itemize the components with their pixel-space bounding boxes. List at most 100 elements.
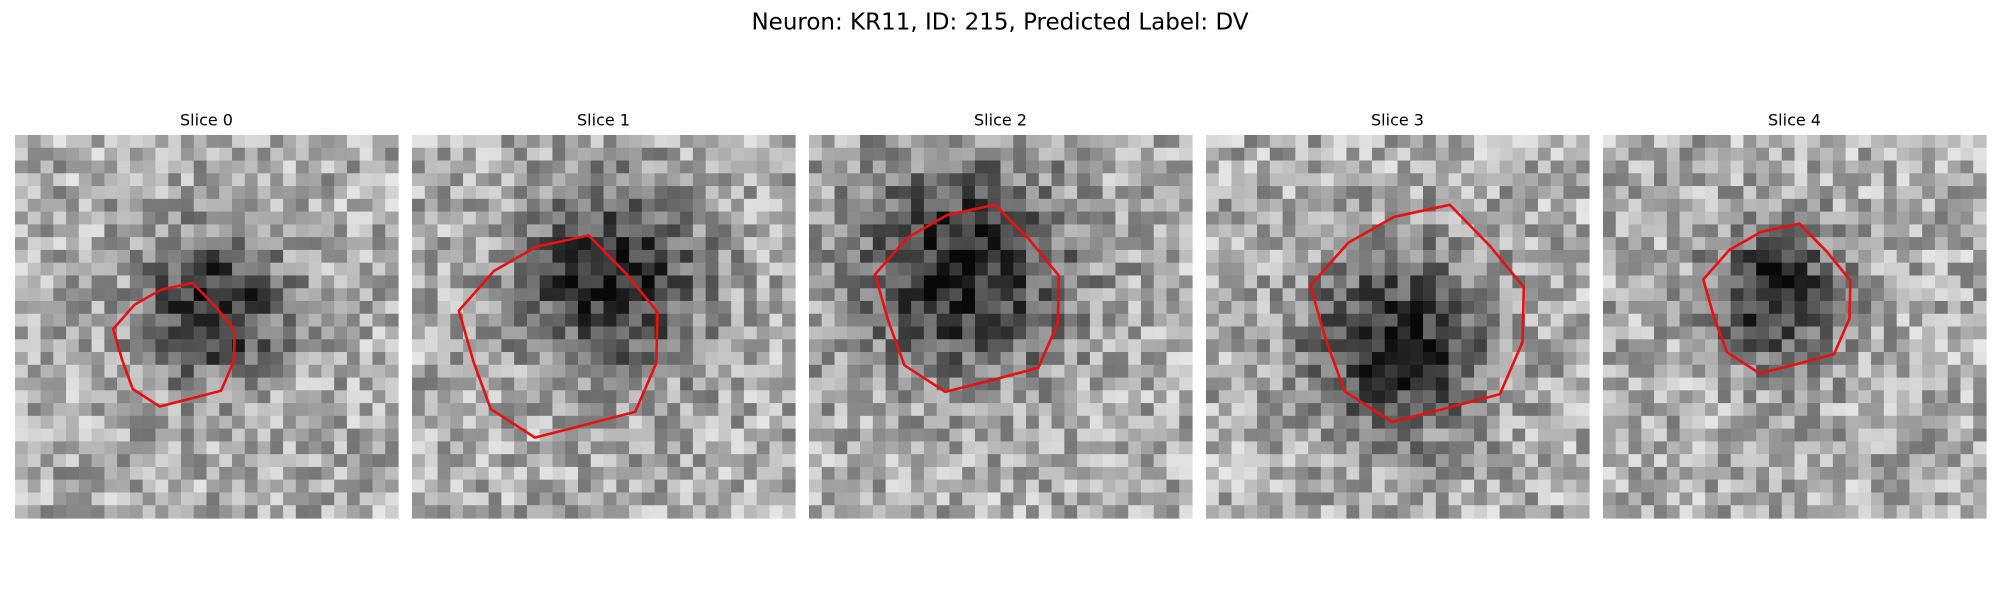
- pixel: [1576, 173, 1590, 187]
- pixel: [1206, 377, 1220, 391]
- pixel: [1883, 237, 1898, 251]
- pixel: [155, 147, 169, 162]
- pixel: [117, 211, 131, 225]
- pixel: [1743, 249, 1757, 264]
- pixel: [1346, 479, 1360, 494]
- pixel: [1257, 237, 1271, 251]
- pixel: [1858, 262, 1872, 277]
- pixel: [1153, 390, 1168, 404]
- pixel: [1820, 415, 1834, 430]
- pixel: [1922, 160, 1936, 174]
- pixel: [1461, 415, 1475, 430]
- pixel: [603, 288, 617, 302]
- pixel: [1295, 466, 1309, 481]
- pixel: [1231, 364, 1245, 379]
- pixel: [603, 377, 617, 391]
- pixel: [1166, 147, 1180, 162]
- pixel: [680, 224, 694, 238]
- pixel: [1973, 352, 1987, 366]
- pixel: [155, 415, 169, 430]
- pixel: [1486, 403, 1501, 417]
- pixel: [1550, 160, 1565, 174]
- pixel: [1102, 135, 1116, 149]
- pixel: [53, 186, 67, 200]
- pixel: [1615, 224, 1630, 238]
- pixel: [705, 505, 719, 519]
- pixel: [782, 147, 796, 162]
- pixel: [1537, 454, 1552, 468]
- pixel: [1371, 135, 1386, 149]
- pixel: [1768, 390, 1783, 404]
- pixel: [1397, 135, 1411, 149]
- pixel: [974, 288, 989, 302]
- pixel: [514, 275, 528, 289]
- pixel: [334, 313, 348, 328]
- pixel: [1756, 403, 1770, 417]
- pixel: [372, 492, 386, 506]
- pixel: [1206, 415, 1220, 430]
- pixel: [424, 505, 439, 519]
- pixel: [15, 211, 29, 225]
- pixel: [1845, 466, 1859, 481]
- pixel: [705, 390, 719, 404]
- pixel: [1257, 275, 1271, 289]
- pixel: [1179, 147, 1193, 162]
- pixel: [1679, 403, 1693, 417]
- pixel: [1038, 300, 1053, 315]
- pixel: [1077, 339, 1091, 353]
- pixel: [334, 198, 348, 213]
- pixel: [206, 249, 220, 264]
- pixel: [1960, 403, 1974, 417]
- pixel: [283, 505, 297, 519]
- pixel: [1346, 492, 1360, 506]
- pixel: [1244, 135, 1258, 149]
- pixel: [104, 441, 118, 455]
- pixel: [501, 186, 515, 200]
- pixel: [834, 135, 848, 149]
- pixel: [680, 352, 694, 366]
- pixel: [27, 262, 42, 277]
- pixel: [680, 441, 694, 455]
- pixel: [782, 428, 796, 442]
- pixel: [1320, 288, 1335, 302]
- pixel: [1423, 377, 1437, 391]
- pixel: [1615, 262, 1630, 277]
- pixel: [834, 160, 848, 174]
- pixel: [1089, 135, 1104, 149]
- pixel: [552, 479, 566, 494]
- pixel: [641, 441, 656, 455]
- pixel: [1038, 211, 1053, 225]
- pixel: [270, 492, 284, 506]
- pixel: [1435, 505, 1450, 519]
- pixel: [847, 454, 861, 468]
- pixel: [1820, 147, 1834, 162]
- pixel: [257, 147, 271, 162]
- pixel: [1166, 428, 1180, 442]
- pixel: [769, 403, 783, 417]
- pixel: [1896, 186, 1910, 200]
- pixel: [1628, 224, 1642, 238]
- pixel: [1641, 160, 1655, 174]
- pixel: [641, 454, 656, 468]
- pixel: [1717, 237, 1732, 251]
- pixel: [565, 249, 579, 264]
- pixel: [501, 313, 515, 328]
- pixel: [1832, 479, 1847, 494]
- pixel: [782, 262, 796, 277]
- pixel: [667, 415, 681, 430]
- pixel: [27, 186, 42, 200]
- pixel: [1922, 135, 1936, 149]
- pixel: [629, 492, 643, 506]
- pixel: [1013, 300, 1027, 315]
- pixel: [1641, 352, 1655, 366]
- pixel: [629, 262, 643, 277]
- pixel: [1346, 147, 1360, 162]
- pixel: [206, 135, 220, 149]
- pixel: [1038, 377, 1053, 391]
- pixel: [1973, 186, 1987, 200]
- pixel: [1397, 262, 1411, 277]
- pixel: [321, 147, 335, 162]
- pixel: [424, 186, 439, 200]
- pixel: [104, 403, 118, 417]
- pixel: [244, 275, 259, 289]
